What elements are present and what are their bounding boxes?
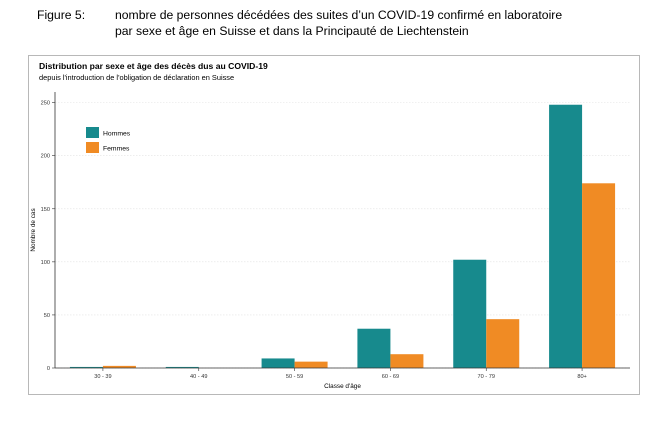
x-tick-label-4: 70 - 79 [478, 374, 495, 380]
x-tick-label-5: 80+ [577, 374, 587, 380]
chart-subtitle: depuis l'introduction de l'obligation de… [39, 73, 234, 82]
bar-hommes-80+ [549, 104, 583, 368]
bar-hommes-4049 [165, 366, 199, 368]
chart-frame [28, 55, 640, 395]
bar-femmes-6069 [390, 354, 424, 368]
bar-hommes-5059 [261, 358, 295, 368]
legend-swatch-femmes [86, 142, 99, 153]
bar-hommes-6069 [357, 328, 391, 368]
chart-title: Distribution par sexe et âge des décès d… [39, 61, 268, 71]
y-tick-label-200: 200 [41, 154, 50, 160]
x-tick-label-3: 60 - 69 [382, 374, 399, 380]
y-tick-label-0: 0 [47, 366, 50, 372]
figure-number: Figure 5: [37, 8, 86, 22]
bars [69, 104, 616, 368]
legend-swatch-hommes [86, 127, 99, 138]
bar-femmes-7079 [486, 319, 520, 368]
x-axis-label: Classe d'âge [324, 383, 361, 390]
caption-line-1: nombre de personnes décédées des suites … [115, 8, 563, 22]
x-tick-label-0: 30 - 39 [94, 374, 111, 380]
bar-femmes-80+ [582, 183, 616, 368]
y-tick-label-150: 150 [41, 207, 50, 213]
caption-line-2: par sexe et âge en Suisse et dans la Pri… [115, 23, 469, 38]
bar-hommes-3039 [69, 366, 103, 368]
y-tick-label-50: 50 [44, 313, 50, 319]
figure-caption-text: nombre de personnes décédées des suites … [115, 8, 660, 39]
x-tick-label-1: 40 - 49 [190, 374, 207, 380]
bar-femmes-3039 [102, 365, 136, 368]
y-tick-label-100: 100 [41, 260, 50, 266]
y-axis-label: Nombre de cas [30, 208, 37, 251]
legend-label-femmes: Femmes [103, 146, 130, 153]
bar-hommes-7079 [453, 259, 487, 368]
grid-lines [55, 102, 630, 369]
legend-label-hommes: Hommes [103, 131, 131, 138]
y-tick-label-250: 250 [41, 101, 50, 107]
axes: 0 50 100 150 200 250 30 - 39 40 - 49 50 - 59 60 -… [41, 92, 630, 380]
bar-femmes-5059 [294, 361, 328, 368]
x-tick-label-2: 50 - 59 [286, 374, 303, 380]
legend: Hommes Femmes [86, 127, 131, 153]
